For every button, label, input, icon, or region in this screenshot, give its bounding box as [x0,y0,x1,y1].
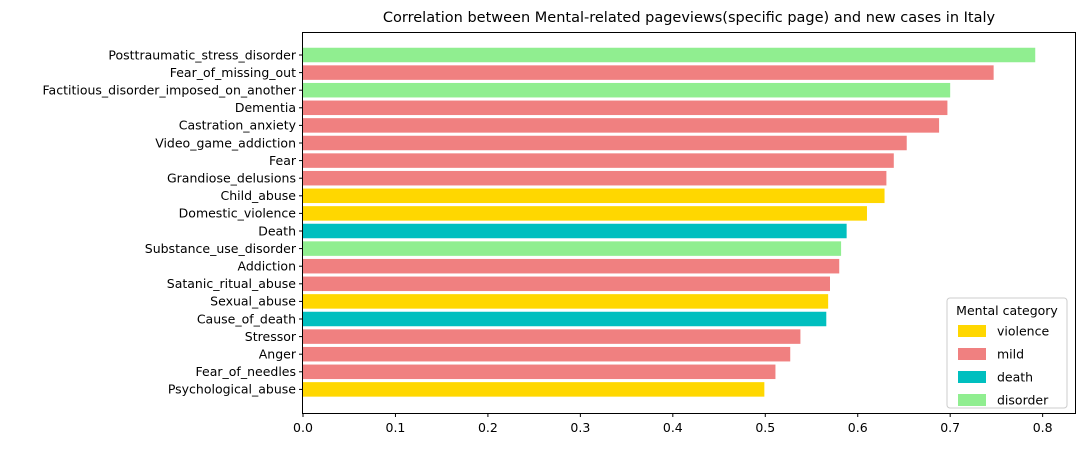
y-tick-label: Addiction [238,259,297,274]
y-tick-label: Psychological_abuse [168,382,296,397]
bar-cause-of-death [303,311,827,327]
x-axis: 0.0 0.1 0.2 0.3 0.4 0.5 0.6 0.7 0.8 [293,413,1053,435]
bar-castration-anxiety [303,118,940,133]
y-tick-label: Domestic_violence [179,206,297,221]
legend-label-death: death [997,370,1033,385]
bar-child-abuse [303,188,885,204]
bar-death [303,223,847,239]
x-tick-label: 0.4 [663,420,683,435]
y-tick-label: Fear_of_missing_out [170,65,296,80]
x-tick-label: 0.6 [848,420,868,435]
bar-video-game-addiction [303,135,907,151]
y-tick-label: Fear_of_needles [196,364,296,379]
bar-substance-use-disorder [303,241,842,256]
bar-dementia [303,100,948,116]
y-tick-label: Factitious_disorder_imposed_on_another [43,83,297,98]
bar-anger [303,346,791,362]
bars-layer [303,47,1036,397]
chart-title: Correlation between Mental-related pagev… [383,10,996,26]
x-tick-label: 0.5 [755,420,775,435]
y-tick-label: Child_abuse [220,188,296,203]
legend-swatch-mild [958,348,986,360]
y-tick-label: Cause_of_death [197,311,296,326]
bar-stressor [303,329,801,344]
y-tick-label: Anger [259,347,297,362]
y-tick-label: Posttraumatic_stress_disorder [108,47,296,62]
y-tick-label: Grandiose_delusions [167,171,296,186]
legend-title: Mental category [956,303,1058,318]
bar-grandiose-delusions [303,170,887,186]
y-tick-label: Stressor [245,329,297,344]
legend-label-violence: violence [997,324,1049,339]
y-tick-label: Castration_anxiety [179,118,297,133]
y-tick-label: Death [258,223,296,238]
y-tick-label: Dementia [235,100,296,115]
x-tick-label: 0.1 [386,420,406,435]
bar-addiction [303,258,840,274]
bar-fear [303,153,894,168]
x-tick-label: 0.2 [478,420,498,435]
y-tick-label: Sexual_abuse [210,294,296,309]
x-tick-label: 0.3 [570,420,590,435]
bar-fear-of-needles [303,364,776,380]
bar-sexual-abuse [303,294,829,309]
legend-label-disorder: disorder [997,393,1049,408]
y-tick-label: Video_game_addiction [155,135,296,150]
legend: Mental category violence mild death disorder [946,297,1068,409]
legend-swatch-disorder [958,394,986,406]
y-tick-label: Substance_use_disorder [145,241,297,256]
axes-frame [302,32,1076,414]
y-tick-label: Fear [269,153,297,168]
bar-fear-of-missing-out [303,65,994,80]
x-tick-label: 0.8 [1033,420,1053,435]
legend-swatch-violence [958,325,986,337]
x-tick-label: 0.0 [293,420,313,435]
x-tick-label: 0.7 [940,420,960,435]
bar-satanic-ritual-abuse [303,276,830,292]
y-tick-labels: Posttraumatic_stress_disorder Fear_of_mis… [43,47,303,397]
legend-label-mild: mild [997,347,1024,362]
bar-psychological-abuse [303,382,765,397]
bar-factitious-disorder-imposed-on-another [303,82,951,98]
bar-posttraumatic-stress-disorder [303,47,1036,63]
legend-swatch-death [958,371,986,383]
bar-domestic-violence [303,206,867,221]
y-tick-label: Satanic_ritual_abuse [167,276,297,291]
